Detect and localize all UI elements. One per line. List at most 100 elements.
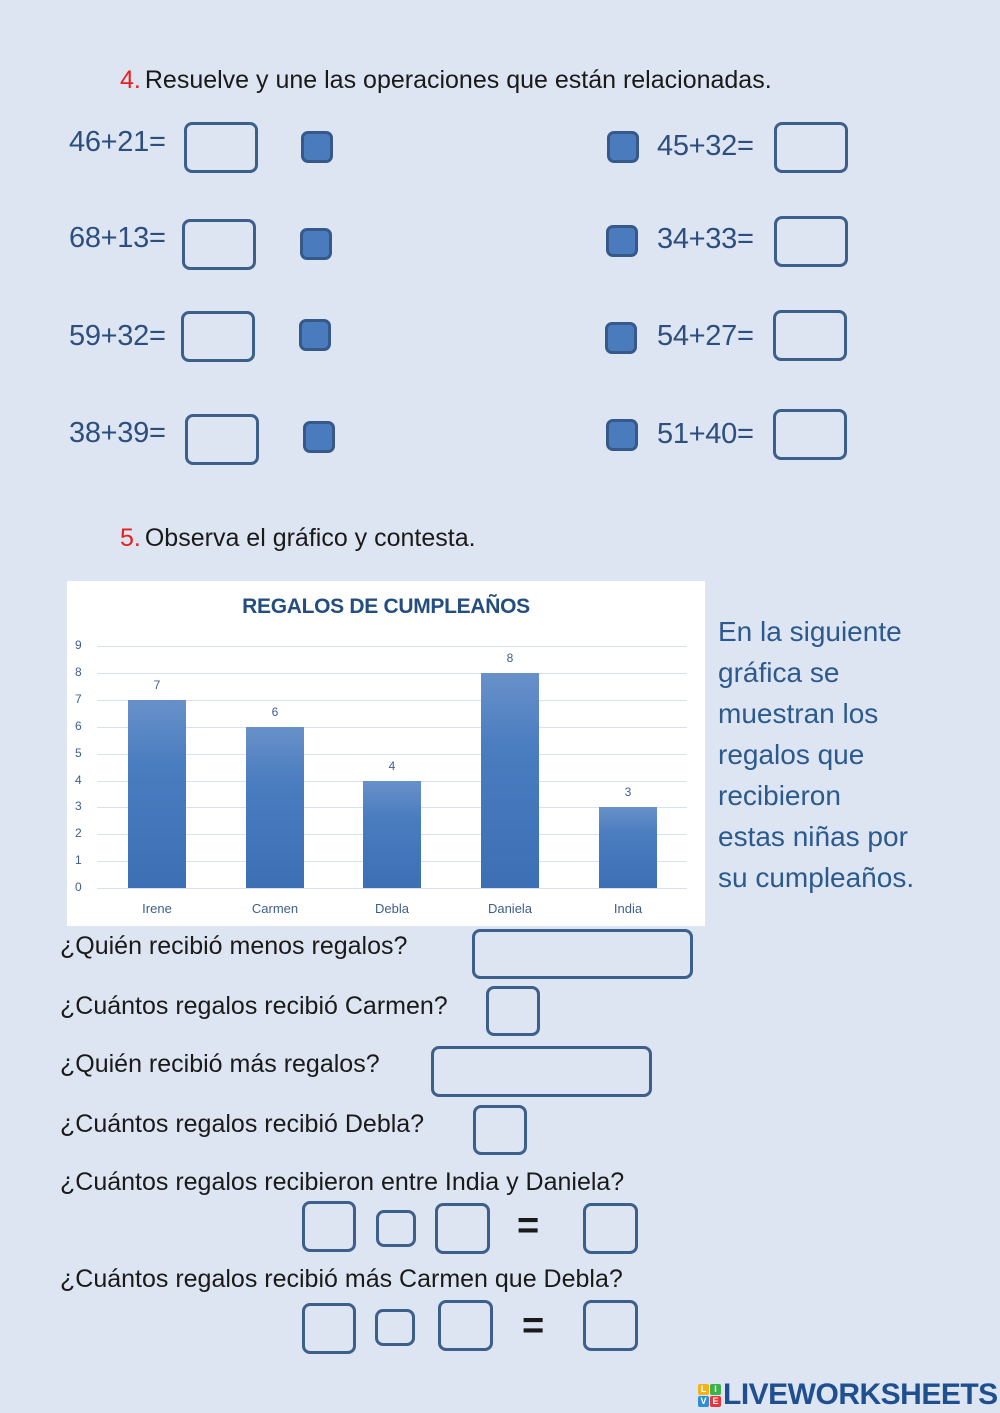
carmen-debla-operand2-box[interactable] bbox=[438, 1300, 493, 1351]
bar-india bbox=[599, 807, 657, 888]
carmen-debla-operand2-input[interactable] bbox=[441, 1303, 490, 1348]
y-tick-3: 3 bbox=[75, 799, 82, 813]
carmen-debla-operand1-box[interactable] bbox=[302, 1303, 356, 1354]
right-operation-4: 51+40= bbox=[657, 418, 754, 450]
carmen-debla-result-input[interactable] bbox=[586, 1303, 635, 1348]
question-1: ¿Quién recibió menos regalos? bbox=[60, 932, 408, 960]
question-4: ¿Cuántos regalos recibió Debla? bbox=[60, 1110, 425, 1138]
right-answer-input-3[interactable] bbox=[776, 313, 844, 358]
section4-heading: 4. Resuelve y une las operaciones que est… bbox=[120, 66, 772, 95]
x-label-daniela: Daniela bbox=[487, 901, 533, 916]
left-answer-box-1[interactable] bbox=[184, 122, 258, 173]
india-daniela-operator-box[interactable] bbox=[376, 1210, 416, 1247]
logo-wordmark: LIVEWORKSHEETS bbox=[723, 1378, 998, 1411]
carmen-debla-result-box[interactable] bbox=[583, 1300, 638, 1351]
answer-box-debla-gifts[interactable] bbox=[473, 1105, 527, 1155]
left-answer-box-3[interactable] bbox=[181, 311, 255, 362]
x-label-debla: Debla bbox=[375, 901, 409, 916]
description-line-4: regalos que bbox=[718, 739, 865, 770]
section5-instruction: Observa el gráfico y contesta. bbox=[144, 524, 476, 552]
question-3: ¿Quién recibió más regalos? bbox=[60, 1050, 380, 1078]
left-connector-dot-1[interactable] bbox=[301, 131, 333, 163]
left-answer-input-2[interactable] bbox=[185, 222, 253, 267]
logo-letter-l: L bbox=[698, 1383, 709, 1395]
left-answer-input-4[interactable] bbox=[188, 417, 256, 462]
india-daniela-result-box[interactable] bbox=[583, 1203, 638, 1254]
question-6: ¿Cuántos regalos recibió más Carmen que … bbox=[60, 1265, 623, 1293]
y-tick-9: 9 bbox=[75, 638, 82, 652]
carmen-debla-operator-box[interactable] bbox=[375, 1309, 415, 1346]
bar-carmen bbox=[246, 727, 304, 888]
india-daniela-operand2-input[interactable] bbox=[438, 1206, 487, 1251]
bar-chart: REGALOS DE CUMPLEAÑOS 9 8 7 6 5 4 3 2 1 … bbox=[67, 581, 705, 926]
live-grid-icon: L I V E bbox=[698, 1383, 721, 1407]
right-answer-input-1[interactable] bbox=[777, 125, 845, 170]
carmen-debla-equals-sign: = bbox=[522, 1305, 545, 1347]
india-daniela-operand2-box[interactable] bbox=[435, 1203, 490, 1254]
answer-box-least-gifts[interactable] bbox=[472, 929, 693, 979]
right-operation-1: 45+32= bbox=[657, 130, 754, 162]
right-connector-dot-3[interactable] bbox=[605, 322, 637, 354]
right-answer-box-1[interactable] bbox=[774, 122, 848, 173]
description-line-7: su cumpleaños. bbox=[718, 862, 915, 893]
answer-input-most-gifts[interactable] bbox=[434, 1049, 649, 1094]
y-tick-1: 1 bbox=[75, 853, 82, 867]
left-operation-1: 46+21= bbox=[69, 126, 166, 158]
bar-label-india: 3 bbox=[624, 785, 632, 799]
bar-label-daniela: 8 bbox=[506, 651, 514, 665]
left-answer-input-1[interactable] bbox=[187, 125, 255, 170]
description-line-5: recibieron bbox=[718, 780, 841, 811]
india-daniela-result-input[interactable] bbox=[586, 1206, 635, 1251]
right-answer-input-4[interactable] bbox=[776, 412, 844, 457]
left-answer-box-2[interactable] bbox=[182, 219, 256, 270]
left-connector-dot-3[interactable] bbox=[299, 319, 331, 351]
right-connector-dot-2[interactable] bbox=[606, 225, 638, 257]
bar-irene bbox=[128, 700, 186, 888]
india-daniela-operand1-box[interactable] bbox=[302, 1201, 356, 1252]
right-answer-input-2[interactable] bbox=[777, 219, 845, 264]
right-answer-box-3[interactable] bbox=[773, 310, 847, 361]
chart-description: En la siguiente gráfica se muestran los … bbox=[718, 611, 914, 898]
india-daniela-operator-input[interactable] bbox=[379, 1213, 413, 1244]
gridline-8 bbox=[97, 673, 687, 674]
left-answer-box-4[interactable] bbox=[185, 414, 259, 465]
right-answer-box-2[interactable] bbox=[774, 216, 848, 267]
answer-input-debla-gifts[interactable] bbox=[476, 1108, 524, 1152]
left-operation-3: 59+32= bbox=[69, 320, 166, 352]
carmen-debla-operand1-input[interactable] bbox=[305, 1306, 353, 1351]
logo-letter-v: V bbox=[698, 1395, 709, 1407]
right-operation-2: 34+33= bbox=[657, 223, 754, 255]
description-line-3: muestran los bbox=[718, 698, 879, 729]
left-operation-4: 38+39= bbox=[69, 417, 166, 449]
liveworksheets-logo: L I V E LIVEWORKSHEETS bbox=[698, 1378, 998, 1412]
left-answer-input-3[interactable] bbox=[184, 314, 252, 359]
left-connector-dot-2[interactable] bbox=[300, 228, 332, 260]
answer-input-carmen-gifts[interactable] bbox=[489, 989, 537, 1033]
bar-label-debla: 4 bbox=[388, 759, 396, 773]
left-operation-2: 68+13= bbox=[69, 222, 166, 254]
gridline-7 bbox=[97, 700, 687, 701]
india-daniela-operand1-input[interactable] bbox=[305, 1204, 353, 1249]
chart-title: REGALOS DE CUMPLEAÑOS bbox=[242, 595, 530, 618]
gridline-5 bbox=[97, 754, 687, 755]
logo-letter-e: E bbox=[710, 1395, 721, 1407]
bar-label-carmen: 6 bbox=[271, 705, 279, 719]
left-connector-dot-4[interactable] bbox=[303, 421, 335, 453]
section5-heading: 5. Observa el gráfico y contesta. bbox=[120, 524, 476, 553]
description-line-1: En la siguiente bbox=[718, 616, 902, 647]
answer-input-least-gifts[interactable] bbox=[475, 932, 690, 976]
carmen-debla-operator-input[interactable] bbox=[378, 1312, 412, 1343]
question-5: ¿Cuántos regalos recibieron entre India … bbox=[60, 1168, 625, 1196]
y-tick-6: 6 bbox=[75, 719, 82, 733]
answer-box-carmen-gifts[interactable] bbox=[486, 986, 540, 1036]
right-connector-dot-1[interactable] bbox=[607, 131, 639, 163]
right-answer-box-4[interactable] bbox=[773, 409, 847, 460]
answer-box-most-gifts[interactable] bbox=[431, 1046, 652, 1097]
y-tick-7: 7 bbox=[75, 692, 82, 706]
section4-number: 4. bbox=[120, 66, 141, 94]
right-connector-dot-4[interactable] bbox=[606, 419, 638, 451]
section4-instruction: Resuelve y une las operaciones que están… bbox=[144, 66, 772, 94]
gridline-9 bbox=[97, 646, 687, 647]
question-2: ¿Cuántos regalos recibió Carmen? bbox=[60, 992, 448, 1020]
x-label-carmen: Carmen bbox=[251, 901, 299, 916]
